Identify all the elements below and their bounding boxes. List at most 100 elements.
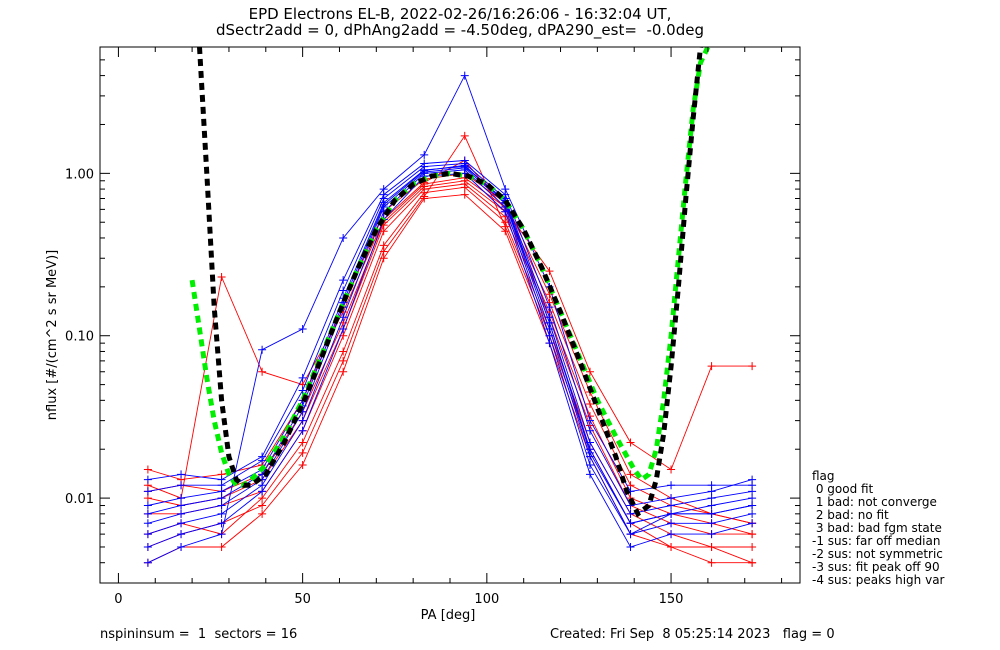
footer-created-info: Created: Fri Sep 8 05:25:14 2023 flag = … — [550, 627, 835, 642]
data-point-blue — [298, 373, 307, 382]
data-point-blue — [626, 519, 635, 528]
data-point-red — [707, 362, 716, 371]
data-point-blue — [143, 509, 152, 518]
data-point-blue — [258, 456, 267, 465]
x-tick-label: 50 — [294, 592, 311, 607]
data-point-red — [379, 227, 388, 236]
data-point-blue — [748, 501, 757, 510]
data-point-blue — [177, 494, 186, 503]
data-point-blue — [143, 558, 152, 567]
data-point-blue — [298, 325, 307, 334]
data-point-blue — [626, 530, 635, 539]
legend-item: -4 sus: peaks high var — [812, 573, 945, 587]
data-point-red — [258, 367, 267, 376]
data-point-blue — [177, 481, 186, 490]
x-tick-label: 100 — [474, 592, 499, 607]
data-point-red — [748, 542, 757, 551]
data-point-red — [298, 460, 307, 469]
data-point-red — [258, 501, 267, 510]
data-point-blue — [379, 200, 388, 209]
data-point-red — [460, 131, 469, 140]
series-line-blue — [147, 74, 753, 564]
data-point-blue — [586, 426, 594, 435]
data-point-red — [217, 542, 226, 551]
data-point-red — [258, 509, 267, 518]
data-point-red — [586, 399, 594, 408]
x-tick-label: 0 — [114, 592, 122, 607]
x-tick-label: 150 — [659, 592, 684, 607]
legend-item: -3 sus: fit peak off 90 — [812, 560, 940, 574]
data-point-red — [748, 362, 757, 371]
data-point-blue — [177, 509, 186, 518]
data-point-blue — [667, 501, 676, 510]
y-tick-label: 1.00 — [65, 167, 94, 182]
data-point-blue — [258, 487, 267, 496]
legend-item: 3 bad: bad fgm state — [812, 521, 942, 535]
legend-item: 2 bad: no fit — [812, 508, 889, 522]
data-point-blue — [143, 501, 152, 510]
data-point-blue — [707, 509, 716, 518]
data-point-blue — [379, 185, 388, 194]
legend-item: 1 bad: not converge — [812, 495, 937, 509]
data-point-blue — [707, 501, 716, 510]
data-point-blue — [707, 494, 716, 503]
data-point-blue — [748, 487, 757, 496]
series-line-blue — [147, 169, 753, 535]
data-point-red — [258, 494, 267, 503]
data-point-red — [626, 470, 635, 479]
y-tick-label: 0.01 — [65, 492, 94, 507]
data-point-blue — [707, 481, 716, 490]
plot-frame — [99, 46, 801, 584]
data-point-red — [707, 558, 716, 567]
data-point-blue — [339, 233, 348, 242]
data-point-blue — [707, 519, 716, 528]
data-point-blue — [177, 470, 186, 479]
data-point-red — [707, 542, 716, 551]
data-point-blue — [298, 426, 307, 435]
data-point-blue — [586, 438, 594, 447]
data-point-blue — [217, 494, 226, 503]
data-point-red — [143, 494, 152, 503]
series-line-red — [147, 186, 753, 548]
data-point-red — [626, 438, 635, 447]
data-point-blue — [143, 475, 152, 484]
data-point-blue — [667, 481, 676, 490]
data-point-red — [339, 347, 348, 356]
data-point-blue — [545, 318, 554, 327]
data-point-red — [298, 448, 307, 457]
data-point-red — [748, 530, 757, 539]
data-point-blue — [143, 519, 152, 528]
series-line-blue — [147, 172, 753, 548]
data-point-blue — [748, 494, 757, 503]
data-point-blue — [217, 509, 226, 518]
data-point-red — [545, 267, 554, 276]
data-point-red — [339, 367, 348, 376]
data-point-blue — [177, 530, 186, 539]
data-point-blue — [298, 416, 307, 425]
data-point-blue — [177, 501, 186, 510]
series-line-red — [147, 172, 753, 524]
legend-item: -2 sus: not symmetric — [812, 547, 943, 561]
data-point-red — [501, 222, 510, 231]
data-point-blue — [748, 519, 757, 528]
data-point-red — [460, 190, 469, 199]
data-point-blue — [586, 470, 594, 479]
data-point-red — [420, 192, 429, 201]
flag-legend: flag 0 good fit 1 bad: not converge 2 ba… — [812, 470, 944, 587]
data-point-blue — [545, 303, 554, 312]
series-line-blue — [147, 167, 753, 535]
fit-curve-green — [189, 47, 711, 488]
data-point-blue — [748, 509, 757, 518]
data-point-blue — [177, 542, 186, 551]
fit-curve-black — [197, 47, 703, 518]
data-point-blue — [586, 448, 594, 457]
data-point-red — [217, 272, 226, 281]
data-point-red — [379, 247, 388, 256]
data-point-blue — [339, 313, 348, 322]
data-point-blue — [217, 481, 226, 490]
plot-area — [143, 47, 757, 567]
data-point-red — [143, 465, 152, 474]
data-point-blue — [177, 519, 186, 528]
data-point-red — [748, 558, 757, 567]
